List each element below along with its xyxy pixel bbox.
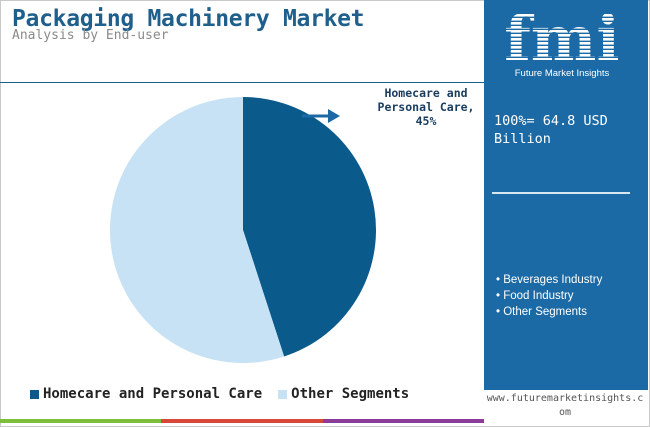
- legend-swatch-homecare: [30, 389, 39, 399]
- fmi-logo-mark: fmi: [506, 6, 618, 68]
- panel-divider: [492, 192, 630, 194]
- pie-chart: [109, 97, 376, 363]
- website-url: www.futuremarketinsights.com: [486, 393, 644, 418]
- segment-item-food: Food Industry: [496, 288, 602, 304]
- bottom-color-bar: [0, 419, 484, 423]
- legend-swatch-other: [278, 389, 288, 399]
- segment-list: Beverages Industry Food Industry Other S…: [496, 272, 602, 320]
- fmi-logo: fmi Future Market Insights: [494, 6, 630, 88]
- header-divider: [0, 82, 484, 83]
- logo-text: Future Market Insights: [514, 68, 610, 79]
- slice-callout: Homecare and Personal Care, 45%: [377, 86, 475, 128]
- chart-legend: Homecare and Personal Care Other Segment…: [30, 386, 425, 402]
- bottom-bar-green: [0, 419, 162, 423]
- legend-item-other: Other Segments: [278, 386, 409, 402]
- callout-arrow-icon: [302, 109, 340, 123]
- legend-label-other: Other Segments: [291, 386, 410, 402]
- page-title: Packaging Machinery Market: [12, 6, 365, 32]
- logo-letters: fmi: [506, 6, 618, 68]
- bottom-bar-red: [161, 419, 323, 423]
- legend-item-homecare: Homecare and Personal Care: [30, 386, 262, 402]
- pie-slices: [109, 97, 376, 363]
- side-panel: fmi Future Market Insights 100%= 64.8 US…: [484, 0, 648, 390]
- segment-item-beverages: Beverages Industry: [496, 272, 602, 288]
- bottom-bar-purple: [322, 419, 484, 423]
- pie-slice-other-segments: [109, 97, 285, 363]
- market-total: 100%= 64.8 USD Billion: [494, 113, 608, 147]
- segment-item-other: Other Segments: [496, 304, 602, 320]
- page-subtitle: Analysis by End-user: [12, 28, 169, 43]
- pie-slice-homecare-and-personal-care: [243, 97, 376, 357]
- legend-label-homecare: Homecare and Personal Care: [43, 386, 263, 402]
